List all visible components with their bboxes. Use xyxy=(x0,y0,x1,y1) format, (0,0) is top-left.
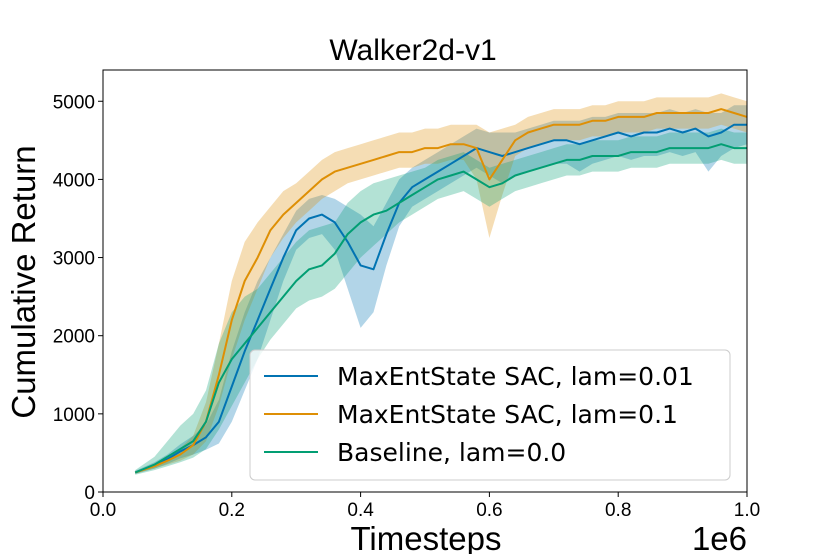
x-axis-offset-text: 1e6 xyxy=(692,520,747,554)
y-tick-label: 0 xyxy=(84,483,95,504)
chart-title: Walker2d-v1 xyxy=(329,34,496,67)
y-axis-ticks: 0 1000 2000 3000 4000 5000 xyxy=(53,92,103,504)
legend-box xyxy=(249,349,731,481)
legend: MaxEntState SAC, lam=0.01 MaxEntState SAC… xyxy=(249,349,731,481)
line-maxentstate-sac-lam-0-1 xyxy=(134,108,748,474)
y-tick-label: 5000 xyxy=(53,92,95,113)
legend-label: MaxEntState SAC, lam=0.1 xyxy=(337,400,678,429)
y-tick-label: 4000 xyxy=(53,170,95,191)
x-tick-label: 1.0 xyxy=(734,500,760,521)
y-axis-label: Cumulative Return xyxy=(5,145,42,418)
x-tick-label: 0.2 xyxy=(219,500,245,521)
x-axis-label: Timesteps xyxy=(351,520,502,554)
y-tick-label: 3000 xyxy=(53,249,95,270)
line-baseline-lam-0-0 xyxy=(134,143,747,474)
legend-label: MaxEntState SAC, lam=0.01 xyxy=(337,362,694,391)
plot-frame xyxy=(102,69,748,493)
x-tick-label: 0.4 xyxy=(347,500,374,521)
series-lines xyxy=(134,108,748,474)
band-maxentstate-sac-lam-0-1 xyxy=(135,93,747,474)
legend-label: Baseline, lam=0.0 xyxy=(337,438,566,467)
x-tick-label: 0.0 xyxy=(90,500,116,521)
x-axis-ticks: 0.0 0.2 0.4 0.6 0.8 1.0 xyxy=(90,492,760,521)
y-tick-label: 1000 xyxy=(53,405,95,426)
x-tick-label: 0.6 xyxy=(476,500,502,521)
x-tick-label: 0.8 xyxy=(605,500,631,521)
line-maxentstate-sac-lam-0-01 xyxy=(134,123,747,474)
y-tick-label: 2000 xyxy=(53,327,95,348)
